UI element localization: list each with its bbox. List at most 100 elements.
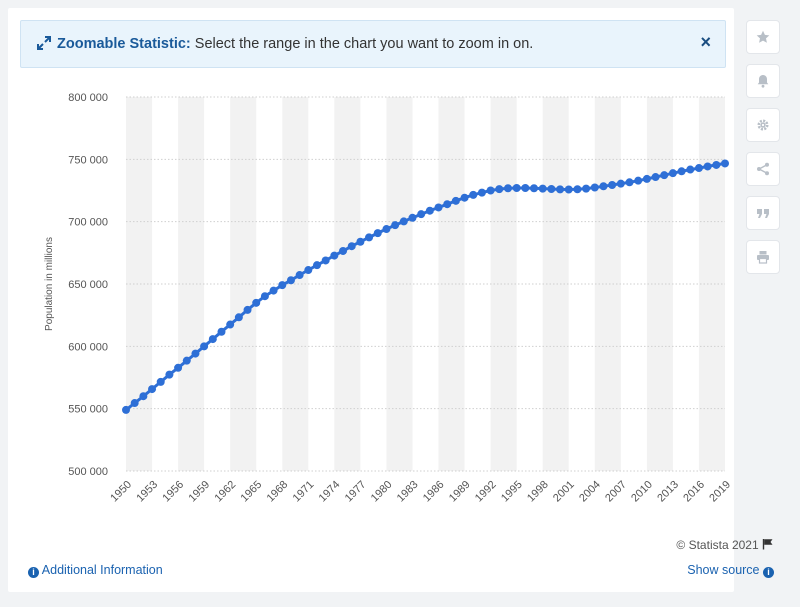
data-point (477, 188, 486, 197)
zoom-banner-text: Zoomable Statistic: Select the range in … (57, 36, 533, 52)
data-point (694, 164, 703, 173)
x-tick-label: 2001 (551, 479, 577, 505)
data-point (252, 298, 261, 307)
data-point (304, 266, 313, 275)
info-icon: i (28, 567, 39, 578)
x-tick-label: 1998 (525, 479, 551, 505)
y-tick-label: 600 000 (68, 341, 108, 353)
x-tick-label: 2019 (707, 479, 733, 505)
x-tick-label: 1965 (239, 479, 265, 505)
x-tick-label: 1962 (212, 479, 238, 505)
show-source-label: Show source (687, 563, 760, 577)
data-point (573, 185, 582, 194)
data-point (356, 237, 365, 246)
data-point (721, 159, 729, 168)
data-point (295, 271, 304, 280)
y-tick-label: 500 000 (68, 466, 108, 478)
x-tick-label: 1983 (395, 479, 421, 505)
series-line (125, 161, 726, 412)
data-point (191, 349, 200, 358)
y-tick-label: 650 000 (68, 279, 108, 291)
credit-text: © Statista 2021 (676, 538, 759, 552)
population-line-chart[interactable]: 500 000 550 000 600 000 650 000 700 000 750 0… (0, 0, 740, 540)
data-point (130, 399, 139, 408)
y-tick-label: 800 000 (68, 92, 108, 104)
data-point (660, 171, 669, 180)
print-icon (757, 251, 769, 264)
zoom-banner: Zoomable Statistic: Select the range in … (20, 20, 726, 68)
data-point (391, 221, 400, 230)
x-tick-label: 1950 (108, 479, 134, 505)
data-point (286, 276, 295, 285)
data-point (139, 392, 148, 401)
share-button[interactable] (746, 152, 780, 186)
data-point (330, 251, 339, 260)
data-point (538, 184, 547, 193)
data-point (399, 217, 408, 226)
data-point (434, 203, 443, 212)
data-point (521, 184, 530, 193)
notification-button[interactable] (746, 64, 780, 98)
favorite-button[interactable] (746, 20, 780, 54)
share-icon (757, 162, 769, 176)
data-point (668, 169, 677, 178)
additional-information-label: Additional Information (41, 563, 163, 577)
data-point (556, 185, 565, 194)
data-point (503, 184, 512, 193)
data-point (417, 210, 426, 219)
data-point (382, 225, 391, 234)
y-tick-label: 750 000 (68, 154, 108, 166)
data-point (443, 200, 452, 209)
settings-button[interactable] (746, 108, 780, 142)
star-icon (756, 30, 770, 43)
additional-information-link[interactable]: i Additional Information (28, 563, 163, 578)
x-tick-label: 2007 (603, 479, 629, 505)
data-point (260, 292, 269, 301)
data-point (321, 256, 330, 265)
print-button[interactable] (746, 240, 780, 274)
data-point (451, 196, 460, 205)
data-point (582, 184, 591, 193)
x-tick-label: 1953 (134, 479, 160, 505)
x-tick-label: 2004 (577, 479, 603, 505)
data-point (226, 320, 235, 329)
data-point (677, 167, 686, 176)
data-point (269, 286, 278, 295)
x-tick-label: 1995 (499, 479, 525, 505)
info-icon: i (763, 567, 774, 578)
close-banner-button[interactable]: × (700, 32, 711, 52)
data-point (208, 335, 217, 344)
flag-icon (762, 539, 773, 550)
cite-button[interactable] (746, 196, 780, 230)
gear-icon (757, 119, 769, 131)
y-tick-label: 550 000 (68, 404, 108, 416)
data-point (312, 261, 321, 270)
x-tick-label: 1959 (186, 479, 212, 505)
data-point (616, 179, 625, 188)
data-point (365, 233, 374, 242)
show-source-link[interactable]: Show source i (687, 563, 774, 578)
x-tick-label: 1980 (369, 479, 395, 505)
x-tick-label: 1989 (447, 479, 473, 505)
data-point (712, 160, 721, 169)
bell-icon (757, 75, 769, 88)
data-point (243, 305, 252, 314)
data-point (469, 190, 478, 199)
data-point (425, 206, 434, 215)
x-tick-label: 2016 (681, 479, 707, 505)
x-tick-label: 1977 (343, 479, 369, 505)
data-point (634, 176, 643, 185)
data-point (234, 313, 243, 322)
data-point (148, 385, 157, 394)
zoom-banner-message: Select the range in the chart you want t… (190, 36, 534, 52)
data-point (564, 185, 573, 194)
data-point (703, 162, 712, 171)
statista-credit: © Statista 2021 (676, 538, 774, 552)
data-point (408, 213, 417, 222)
x-tick-label: 2013 (655, 479, 681, 505)
expand-icon (37, 36, 51, 50)
data-point (156, 377, 165, 386)
data-point (165, 370, 174, 379)
data-point (460, 193, 469, 202)
data-point (495, 185, 504, 194)
